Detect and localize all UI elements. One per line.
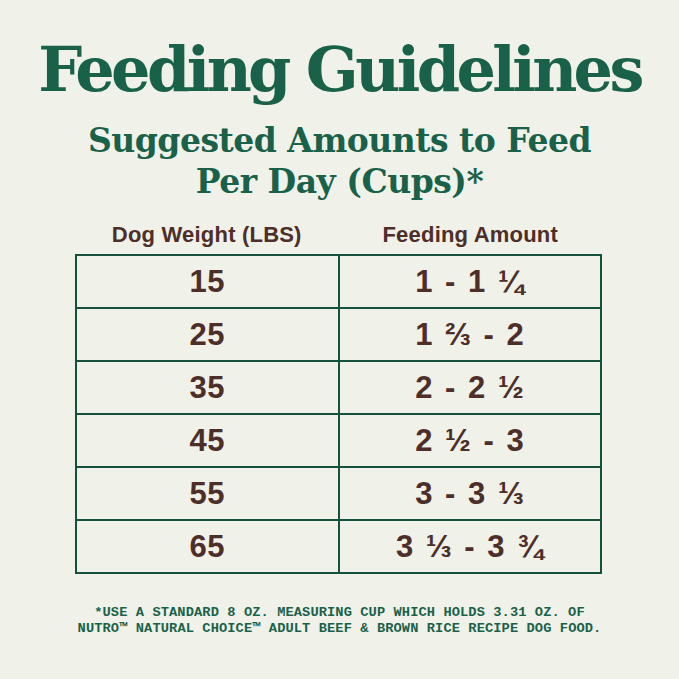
table-row: 452 ½ - 3 <box>77 415 600 468</box>
dog-weight-cell: 55 <box>77 468 340 519</box>
feeding-amount-cell: 3 - 3 ⅓ <box>340 468 601 519</box>
feeding-table: 151 - 1 ¼251 ⅔ - 2352 - 2 ½452 ½ - 3553 … <box>75 254 602 574</box>
dog-weight-cell: 65 <box>77 521 340 572</box>
dog-weight-cell: 45 <box>77 415 340 466</box>
dog-weight-cell: 25 <box>77 309 340 360</box>
dog-weight-cell: 35 <box>77 362 340 413</box>
subtitle-line-1: Suggested Amounts to Feed <box>0 120 679 161</box>
feeding-amount-cell: 2 - 2 ½ <box>340 362 601 413</box>
feeding-amount-cell: 2 ½ - 3 <box>340 415 601 466</box>
table-row: 553 - 3 ⅓ <box>77 468 600 521</box>
feeding-guidelines-page: Feeding Guidelines Suggested Amounts to … <box>0 0 679 679</box>
page-title: Feeding Guidelines <box>0 39 679 101</box>
footnote-line-1: *USE A STANDARD 8 OZ. MEASURING CUP WHIC… <box>0 605 679 621</box>
column-header-feeding-amount: Feeding Amount <box>339 222 603 248</box>
feeding-amount-cell: 3 ⅓ - 3 ¾ <box>340 521 601 572</box>
table-row: 251 ⅔ - 2 <box>77 309 600 362</box>
table-column-headers: Dog Weight (LBS) Feeding Amount <box>75 222 602 248</box>
table-row: 151 - 1 ¼ <box>77 256 600 309</box>
column-header-dog-weight: Dog Weight (LBS) <box>75 222 339 248</box>
subtitle-line-2: Per Day (Cups)* <box>0 161 679 202</box>
footnote: *USE A STANDARD 8 OZ. MEASURING CUP WHIC… <box>0 605 679 637</box>
footnote-line-2: NUTRO™ NATURAL CHOICE™ ADULT BEEF & BROW… <box>0 621 679 637</box>
feeding-amount-cell: 1 ⅔ - 2 <box>340 309 601 360</box>
page-subtitle: Suggested Amounts to Feed Per Day (Cups)… <box>0 120 679 202</box>
dog-weight-cell: 15 <box>77 256 340 307</box>
table-row: 653 ⅓ - 3 ¾ <box>77 521 600 572</box>
table-row: 352 - 2 ½ <box>77 362 600 415</box>
feeding-amount-cell: 1 - 1 ¼ <box>340 256 601 307</box>
